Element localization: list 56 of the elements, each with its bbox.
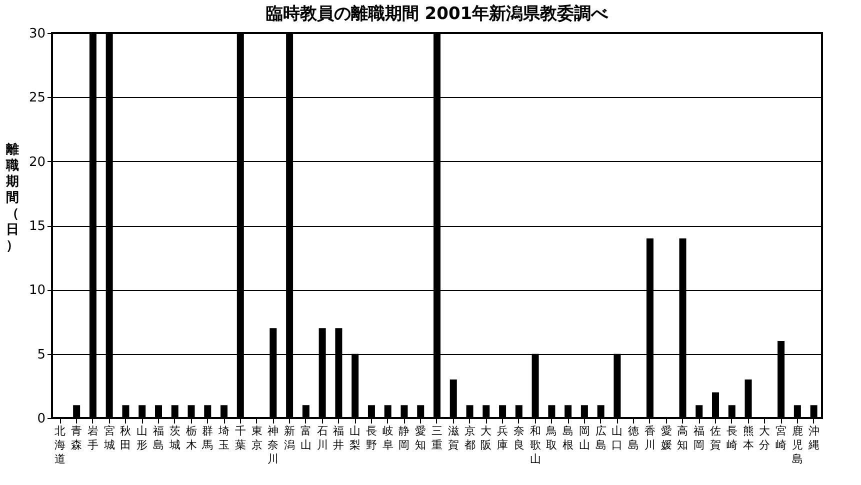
- x-tick-label: 島根: [562, 424, 574, 452]
- x-tick-label: 群馬: [201, 424, 214, 452]
- x-tick-label: 愛媛: [660, 424, 672, 452]
- x-tick-label: 宮城: [102, 424, 115, 452]
- x-tick-label: 石川: [316, 424, 328, 452]
- x-tick-label: 広島: [595, 424, 606, 452]
- x-tick-label: 青森: [71, 424, 82, 452]
- x-tick-label: 神奈川: [268, 424, 279, 466]
- y-tick-label: 30: [28, 26, 46, 42]
- x-tick-label: 埼玉: [218, 424, 230, 452]
- x-tick-label: 秋田: [120, 424, 132, 452]
- x-tick-label: 栃木: [186, 424, 197, 452]
- x-tick-label: 京都: [464, 424, 476, 452]
- x-tick-label: 茨城: [168, 424, 180, 452]
- x-tick-label: 福井: [333, 424, 344, 452]
- x-tick-label: 岐阜: [382, 424, 394, 452]
- x-tick-label: 山形: [136, 424, 148, 452]
- x-tick-label: 長野: [366, 424, 377, 452]
- x-tick-label: 千葉: [234, 424, 246, 452]
- x-tick-label: 長崎: [726, 424, 738, 452]
- x-tick-label: 三重: [432, 424, 442, 452]
- x-tick-label: 静岡: [398, 424, 410, 452]
- x-tick-label: 大分: [759, 424, 770, 452]
- x-tick-label: 北海道: [54, 424, 66, 466]
- y-axis-title: 離職期間（日）: [5, 142, 19, 254]
- x-tick-label: 岩手: [87, 424, 98, 452]
- x-tick-label: 兵庫: [497, 424, 508, 452]
- y-tick-label: 5: [37, 347, 46, 362]
- x-tick-label: 佐賀: [710, 424, 722, 452]
- x-tick-label: 徳島: [628, 424, 640, 452]
- x-tick-label: 大阪: [480, 424, 492, 452]
- x-tick-label: 愛知: [415, 424, 426, 452]
- x-tick-label: 宮崎: [776, 424, 787, 452]
- y-tick-label: 0: [37, 412, 46, 426]
- x-tick-label: 福島: [152, 424, 164, 452]
- x-tick-label: 東京: [251, 424, 262, 452]
- x-tick-label: 奈良: [513, 424, 524, 452]
- x-tick-label: 滋賀: [448, 424, 459, 452]
- x-tick-label: 和歌山: [530, 424, 541, 466]
- x-tick-label: 新潟: [284, 424, 296, 452]
- y-tick-label: 15: [28, 219, 46, 234]
- x-tick-label: 山梨: [350, 424, 361, 452]
- x-tick-label: 熊本: [742, 424, 754, 452]
- x-tick-label: 福岡: [694, 424, 705, 452]
- y-tick-label: 20: [28, 154, 46, 170]
- x-tick-label: 鳥取: [545, 424, 558, 452]
- x-tick-label: 高知: [677, 424, 688, 452]
- y-tick-label: 10: [28, 283, 46, 298]
- x-tick-label: 岡山: [578, 424, 590, 452]
- x-tick-label: 沖縄: [807, 424, 820, 452]
- x-tick-label: 鹿児島: [792, 424, 803, 466]
- x-tick-label: 富山: [300, 424, 312, 452]
- x-tick-label: 香川: [644, 424, 656, 452]
- y-tick-label: 25: [28, 90, 46, 106]
- x-tick-label: 山口: [612, 424, 623, 452]
- chart-title: 臨時教員の離職期間 2001年新潟県教委調べ: [266, 4, 610, 24]
